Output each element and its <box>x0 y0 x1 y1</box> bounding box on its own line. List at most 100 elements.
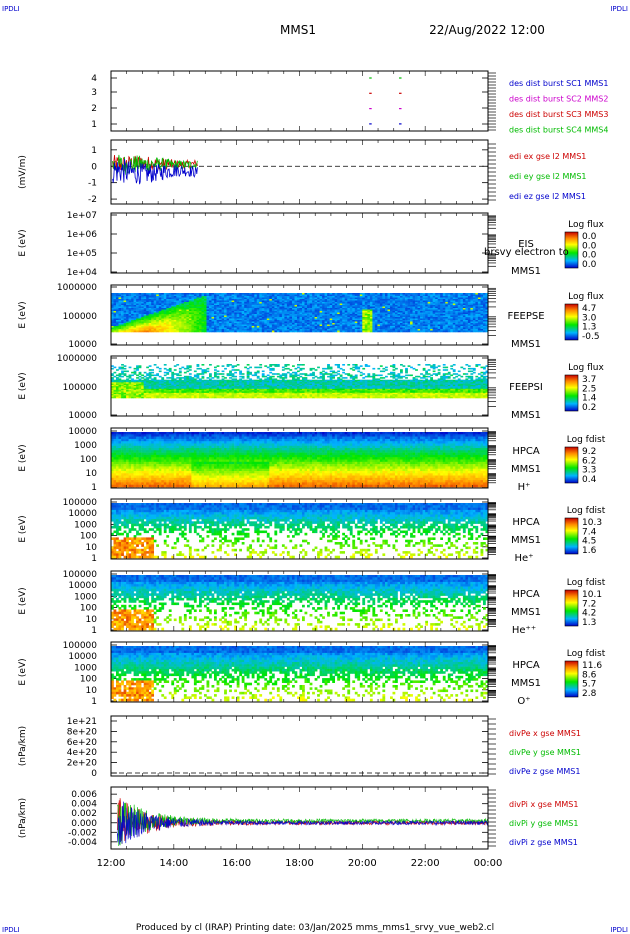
feepse-pixel <box>422 312 426 315</box>
feepse-pixel <box>317 326 320 328</box>
feepse-pixel <box>191 320 195 322</box>
feepse-pixel <box>231 330 235 333</box>
feepse-pixel <box>289 303 293 306</box>
feepse-pixel <box>173 305 177 307</box>
feepse-pixel <box>402 327 406 330</box>
feepse-pixel <box>319 324 323 327</box>
feepse-pixel <box>437 321 441 324</box>
feepsi-pixel <box>133 373 137 375</box>
feepse-pixel <box>241 320 245 322</box>
feepse-pixel <box>427 309 431 312</box>
feepse-pixel <box>309 318 313 321</box>
feepse-pixel <box>251 308 255 310</box>
feepse-pixel <box>191 311 195 313</box>
feepse-pixel <box>395 299 398 301</box>
feepse-pixel <box>377 317 381 319</box>
feepse-pixel <box>379 315 383 318</box>
feepse-pixel <box>337 329 341 331</box>
feepse-pixel <box>251 324 255 327</box>
feepse-pixel <box>314 318 318 321</box>
feepsi-pixel <box>133 370 137 373</box>
edi-ytick-label: -2 <box>88 195 97 205</box>
feepse-pixel <box>216 299 220 301</box>
feepse-pixel <box>483 311 486 313</box>
feepse-pixel <box>480 303 484 306</box>
feepse-pixel <box>196 305 200 307</box>
feepse-pixel <box>470 294 474 297</box>
feepse-pixel <box>472 318 476 321</box>
feepse-pixel <box>349 293 353 295</box>
feepse-pixel <box>339 315 343 318</box>
feepse-pixel <box>354 329 358 331</box>
feepse-pixel <box>186 326 190 328</box>
feepse-pixel <box>337 309 341 312</box>
feepse-pixel <box>442 315 446 318</box>
feepse-pixel <box>455 296 459 298</box>
feepse-pixel <box>457 315 461 318</box>
feepse-pixel <box>477 318 481 321</box>
feepse-pixel <box>430 324 434 327</box>
feepse-pixel <box>196 300 200 303</box>
feepse-pixel <box>483 327 486 330</box>
feepse-pixel <box>206 306 210 309</box>
feepse-pixel <box>141 308 145 310</box>
feepse-pixel <box>392 329 396 331</box>
feepse-pixel <box>138 300 142 303</box>
feepse-pixel <box>163 311 167 313</box>
feepse-pixel <box>412 299 416 301</box>
feepse-pixel <box>178 302 182 304</box>
feepse-pixel <box>276 297 280 300</box>
feepse-pixel <box>121 327 124 330</box>
feepse-pixel <box>141 323 145 325</box>
feepse-pixel <box>274 330 278 333</box>
feepsi-pixel <box>131 384 134 387</box>
feepse-pixel <box>344 321 348 324</box>
feepse-pixel <box>312 303 315 306</box>
feepse-pixel <box>249 306 253 309</box>
feepsi-pixel <box>121 381 124 383</box>
feepse-pixel <box>410 296 413 298</box>
feepse-pixel <box>111 323 114 325</box>
feepse-pixel <box>171 323 175 325</box>
feepse-pixel <box>279 294 283 297</box>
feepse-pixel <box>244 318 248 321</box>
feepse-pixel <box>314 317 318 319</box>
feepsi-pixel <box>121 396 124 399</box>
feepse-pixel <box>367 329 371 331</box>
feepsi-pixel <box>141 382 145 384</box>
feepsi-pixel <box>173 384 177 387</box>
feepse-pixel <box>422 294 426 297</box>
feepse-pixel <box>477 323 481 325</box>
feepse-pixel <box>254 308 258 310</box>
feepse-pixel <box>324 318 328 321</box>
feepse-pixel <box>176 317 180 319</box>
feepse-pixel <box>364 311 368 313</box>
feepse-pixel <box>322 318 325 321</box>
feepsi-pixel <box>201 384 205 387</box>
feepse-pixel <box>329 327 333 330</box>
feepse-pixel <box>181 330 185 333</box>
feepse-pixel <box>186 329 190 331</box>
feepse-pixel <box>475 329 479 331</box>
feepse-pixel <box>294 324 298 327</box>
feepse-pixel <box>430 306 434 309</box>
feepse-pixel <box>121 297 124 300</box>
feepse-pixel <box>402 303 406 306</box>
feepse-pixel <box>387 324 391 327</box>
feepse-pixel <box>435 309 439 312</box>
feepsi-pixel <box>201 388 205 391</box>
feepse-pixel <box>334 324 338 327</box>
feepse-pixel <box>113 306 117 309</box>
feepse-pixel <box>440 302 444 304</box>
feepse-pixel <box>116 314 119 316</box>
feepsi-pixel <box>121 390 124 392</box>
feepse-pixel <box>294 299 298 301</box>
feepsi-pixel <box>158 388 162 391</box>
feepsi-pixel <box>156 374 160 377</box>
feepse-pixel <box>332 320 336 322</box>
feepse-pixel <box>317 308 320 310</box>
feepse-pixel <box>385 314 388 316</box>
feepsi-pixel <box>168 377 172 379</box>
eis-ytick-label: 1e+07 <box>67 211 97 221</box>
